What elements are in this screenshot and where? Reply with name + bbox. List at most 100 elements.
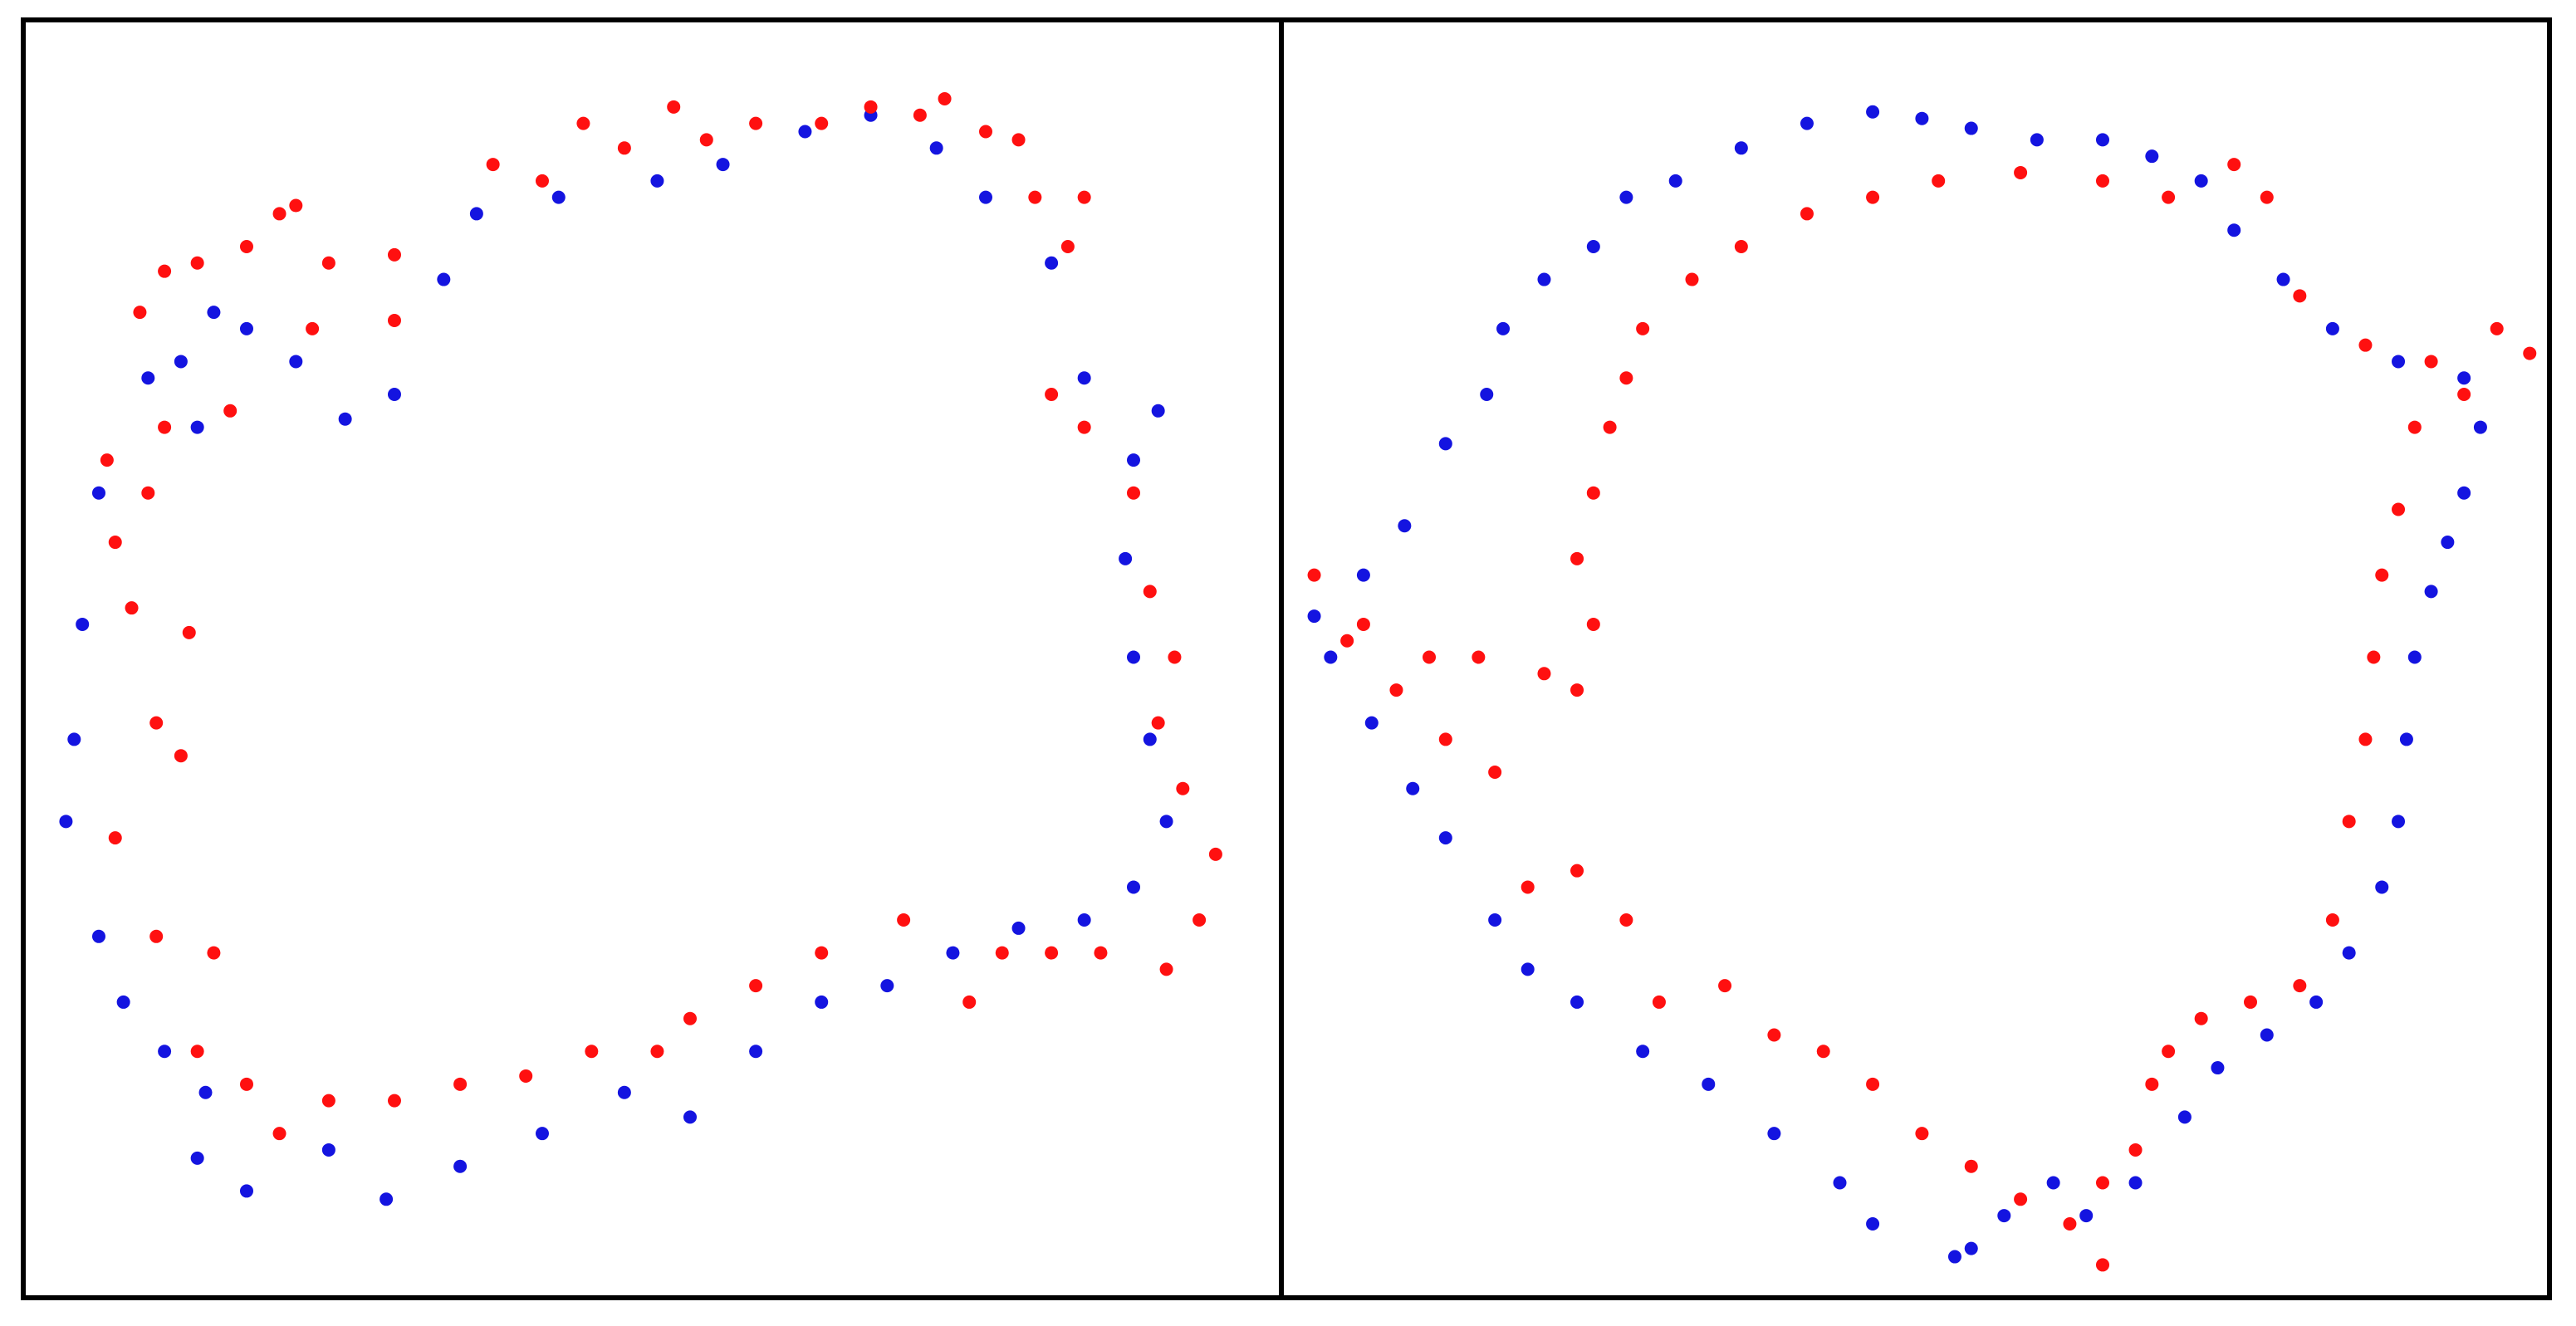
point (289, 198, 303, 213)
point (1570, 864, 1584, 878)
point (1151, 716, 1165, 730)
point (1915, 111, 1929, 125)
point (1077, 371, 1091, 385)
point (2095, 133, 2109, 147)
point (1126, 880, 1140, 894)
point (2424, 585, 2438, 599)
point (978, 190, 992, 204)
point (1126, 453, 1140, 467)
point (1119, 551, 1133, 565)
point (116, 995, 130, 1009)
point (387, 247, 401, 262)
point (1636, 321, 1650, 335)
point (1389, 683, 1403, 697)
point (2457, 486, 2471, 500)
point (190, 1045, 204, 1059)
point (2095, 1258, 2109, 1272)
point (1537, 667, 1551, 681)
point (1077, 913, 1091, 927)
point (1767, 1127, 1781, 1141)
point (2014, 1192, 2028, 1206)
point (1406, 781, 1420, 795)
point (272, 1127, 286, 1141)
point (1800, 207, 1814, 221)
point (2128, 1143, 2143, 1157)
point (1603, 420, 1617, 434)
point (897, 913, 911, 927)
point (1028, 190, 1042, 204)
point (1619, 190, 1633, 204)
point (2342, 946, 2356, 960)
point (380, 1192, 394, 1206)
point (929, 141, 943, 155)
point (321, 256, 335, 270)
point (2457, 371, 2471, 385)
point (1866, 1216, 1880, 1231)
point (1143, 732, 1157, 746)
point (1060, 239, 1075, 253)
point (91, 929, 105, 943)
point (2145, 149, 2159, 164)
point (1438, 437, 1452, 451)
point (1340, 634, 1354, 648)
point (387, 314, 401, 328)
point (1570, 551, 1584, 565)
point (1045, 256, 1059, 270)
point (387, 388, 401, 402)
point (1011, 133, 1026, 147)
point (617, 141, 631, 155)
point (1932, 174, 1946, 188)
point (749, 979, 763, 993)
point (1126, 486, 1140, 500)
point (551, 190, 566, 204)
point (1307, 568, 1321, 582)
point (321, 1143, 335, 1157)
point (1702, 1077, 1716, 1091)
point (158, 420, 172, 434)
point (2014, 165, 2028, 179)
point (1718, 979, 1732, 993)
point (798, 125, 812, 139)
point (978, 125, 992, 139)
point (1356, 617, 1370, 631)
point (1521, 962, 1535, 976)
point (2211, 1061, 2225, 1075)
point (1586, 239, 1600, 253)
point (182, 625, 196, 639)
point (535, 1127, 549, 1141)
point (1816, 1045, 1830, 1059)
point (198, 1085, 213, 1099)
point (2162, 190, 2176, 204)
point (749, 116, 763, 130)
point (108, 536, 122, 550)
point (2407, 650, 2422, 664)
point (133, 306, 147, 320)
point (1159, 815, 1173, 829)
point (141, 371, 155, 385)
point (141, 486, 155, 500)
point (190, 256, 204, 270)
point (1472, 650, 1486, 664)
point (913, 108, 927, 122)
point (1964, 121, 1978, 135)
point (2399, 732, 2413, 746)
point (2325, 321, 2339, 335)
point (76, 617, 90, 631)
point (585, 1045, 599, 1059)
point (650, 1045, 664, 1059)
point (1480, 388, 1494, 402)
point (100, 453, 114, 467)
point (1586, 617, 1600, 631)
point (207, 946, 221, 960)
point (699, 133, 713, 147)
point (1159, 962, 1173, 976)
point (1767, 1028, 1781, 1042)
point (1077, 190, 1091, 204)
point (149, 716, 164, 730)
point (2375, 568, 2389, 582)
point (207, 306, 221, 320)
point (239, 1077, 253, 1091)
point (1208, 847, 1222, 861)
point (1488, 913, 1502, 927)
